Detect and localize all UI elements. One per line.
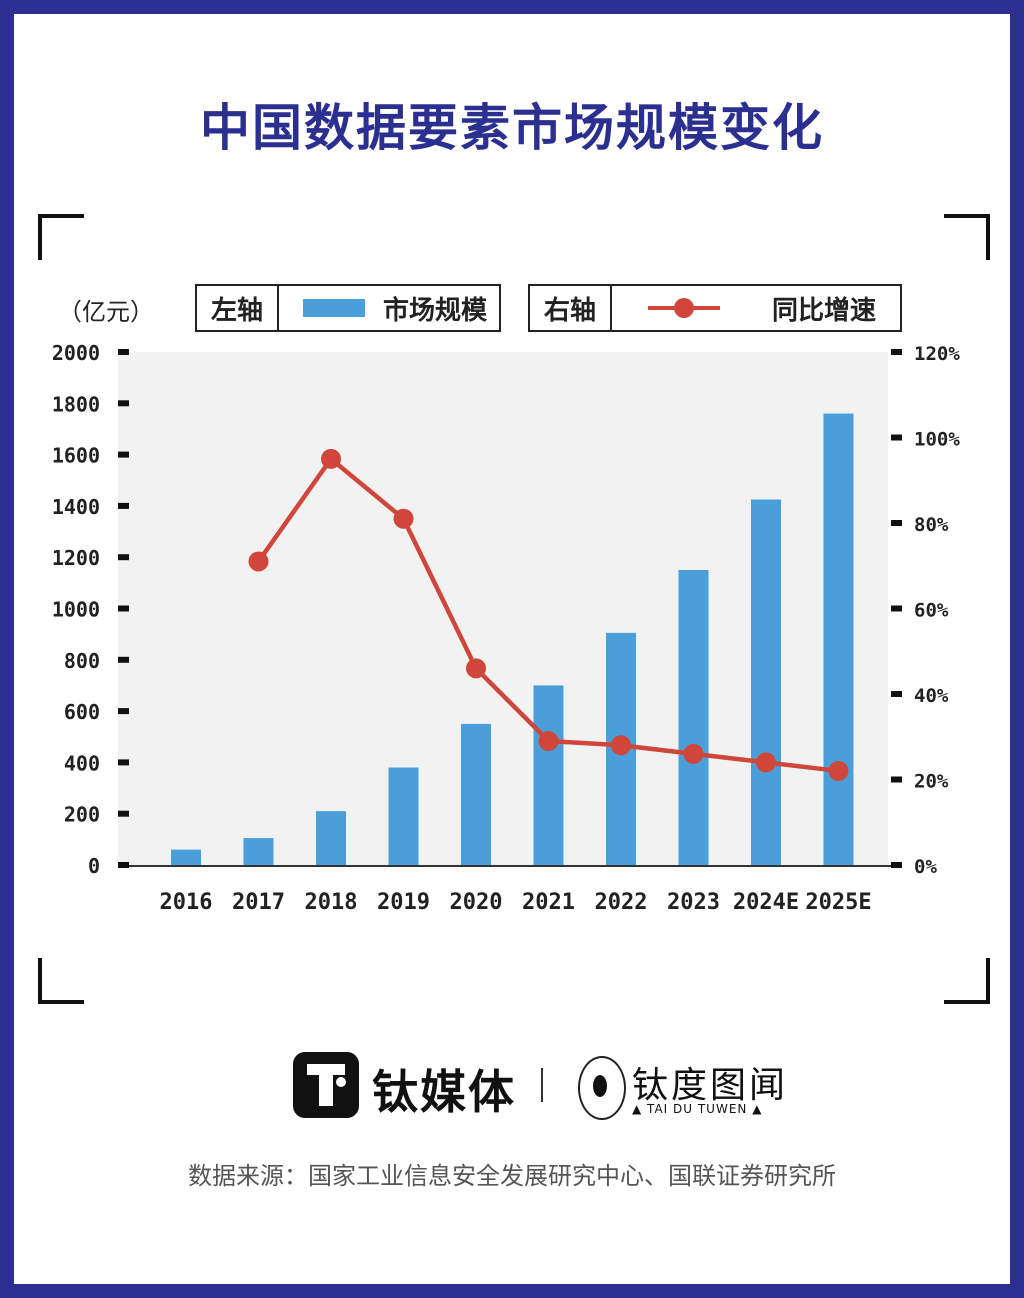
frame-corner-bottom-right [944,958,990,1004]
left-axis-tick-label: 1000 [52,598,100,622]
eye-logo-icon [578,1056,626,1120]
right-axis-tick-label: 20% [914,771,949,793]
brand-taidu-tuwen: 钛度图闻 [632,1065,789,1106]
left-axis-tick-label: 1400 [52,495,100,519]
left-axis-tick-label: 800 [64,649,100,673]
left-axis-tick-label: 1600 [52,444,100,468]
growth-point-2020 [466,658,486,679]
growth-point-2023 [683,743,704,764]
bar-2019 [388,767,419,865]
taimeiti-logo-icon [293,1052,359,1118]
bar-2023 [678,570,709,865]
growth-point-2024E [756,752,776,773]
left-axis-tick-label: 0 [88,854,100,878]
left-axis-tick [118,554,129,561]
left-axis-tick [118,708,129,715]
frame-corner-top-left [38,214,84,260]
legend-line-series-name: 同比增速 [772,295,877,326]
bar-2020 [461,723,491,865]
legend-right-axis: 右轴 同比增速 [528,284,902,332]
x-axis-label-2017: 2017 [232,890,285,915]
bar-2018 [316,811,346,865]
right-axis-tick-label: 60% [914,600,949,622]
left-axis-tick-label: 600 [64,700,100,724]
right-axis-tick [891,605,902,612]
bar-2016 [171,849,201,865]
left-axis-tick [118,349,129,355]
chart-title: 中国数据要素市场规模变化 [200,99,824,157]
right-axis-tick-label: 100% [914,429,960,451]
legend-bar-swatch [303,299,366,317]
x-axis-label-2024E: 2024E [733,890,799,915]
x-axis-label-2018: 2018 [305,890,358,915]
right-axis-tick [891,776,902,783]
x-axis-label-2023: 2023 [667,890,720,915]
bar-2021 [533,685,564,865]
right-axis-tick-label: 40% [914,685,949,707]
growth-point-2022 [611,735,631,756]
right-axis-tick-label: 120% [914,343,960,365]
left-axis-tick-label: 400 [64,751,100,775]
bar-2024E [751,499,781,865]
left-axis-tick [118,759,129,766]
data-source-note: 数据来源：国家工业信息安全发展研究中心、国联证券研究所 [188,1162,836,1190]
x-axis-label-2020: 2020 [450,890,503,915]
right-axis-tick [891,691,902,697]
right-axis-tick-label: 80% [914,514,949,536]
left-axis-unit: （亿元） [58,298,154,326]
left-axis-tick-label: 1200 [52,546,100,570]
left-axis-tick [118,862,129,868]
legend-left-axis-label: 左轴 [197,286,280,330]
left-axis-tick-label: 1800 [52,392,100,416]
legend-right-axis-label: 右轴 [530,286,613,330]
growth-point-2017 [248,551,269,572]
legend-left-axis: 左轴 市场规模 [195,284,501,332]
legend-line-swatch [648,298,721,318]
left-axis-tick [118,451,129,458]
x-axis-label-2021: 2021 [522,890,575,915]
frame-corner-top-right [944,214,990,260]
left-axis-tick-label: 200 [64,803,100,827]
left-axis-tick [118,502,129,509]
legend-bar-series-name: 市场规模 [383,295,488,326]
x-axis-label-2025E: 2025E [805,890,871,915]
left-axis-tick [118,605,129,612]
right-axis-tick [891,434,902,441]
growth-point-2021 [538,731,559,752]
x-axis-label-2016: 2016 [160,890,213,915]
left-axis-tick [118,400,129,407]
growth-point-2019 [393,508,414,529]
brand-taimeiti: 钛媒体 [372,1065,516,1119]
left-axis-tick [118,656,129,663]
bar-2017 [243,838,274,865]
right-axis-tick [891,862,902,868]
left-axis-tick [118,810,129,817]
x-axis-label-2022: 2022 [595,890,648,915]
left-axis-tick-label: 2000 [52,341,100,365]
frame-corner-bottom-left [38,958,84,1004]
logo-divider [541,1068,543,1102]
right-axis-tick [891,520,902,526]
right-axis-tick [891,349,902,355]
growth-point-2018 [321,448,341,469]
right-axis-tick-label: 0% [914,856,937,878]
chart-area: 0 200 400 600 800 1000 1200 1400 1600 1800 2000 0% 2… [52,341,960,915]
x-axis-label-2019: 2019 [377,890,430,915]
growth-point-2025E [828,760,849,781]
brand-taidu-tuwen-sub: ▲ TAI DU TUWEN ▲ [632,1102,763,1116]
bar-2025E [823,413,854,865]
